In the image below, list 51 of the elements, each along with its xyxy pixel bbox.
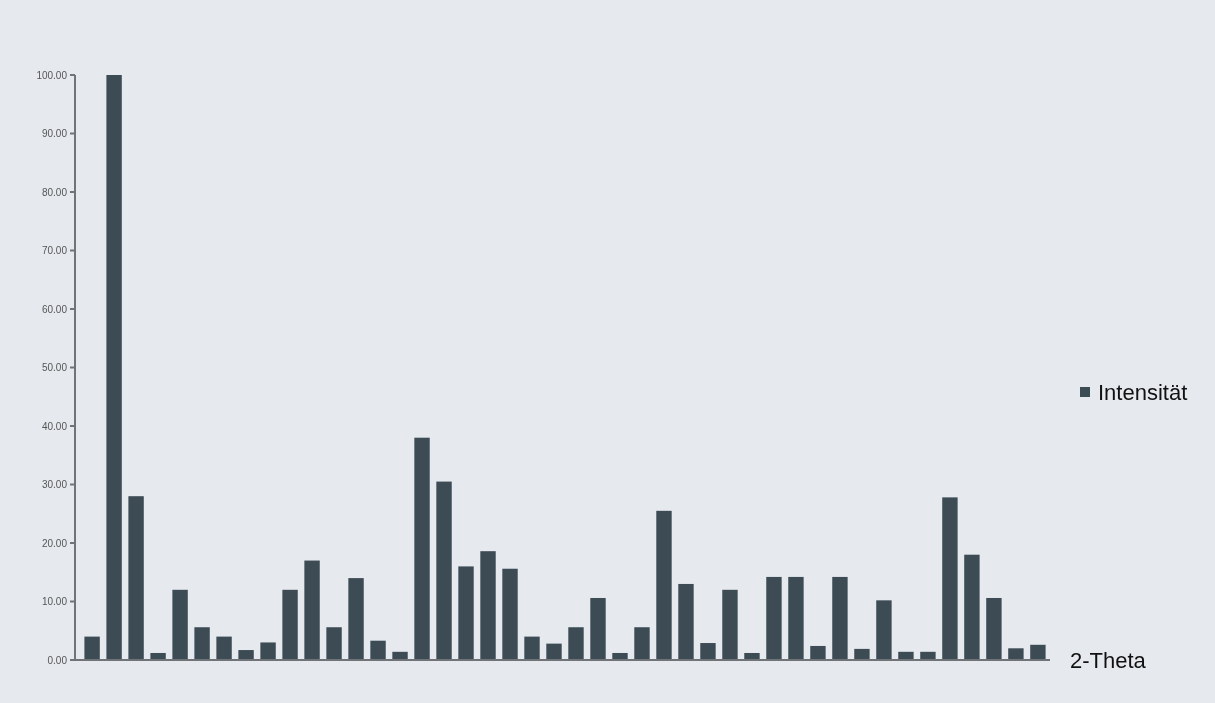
bar bbox=[722, 589, 738, 660]
bar bbox=[502, 568, 518, 660]
y-tick-label: 80.00 bbox=[41, 186, 68, 198]
bar bbox=[788, 576, 804, 660]
y-tick-label: 60.00 bbox=[41, 303, 68, 315]
bar bbox=[876, 600, 892, 660]
y-tick-label: 0.00 bbox=[47, 654, 68, 666]
bar bbox=[810, 645, 826, 660]
bar bbox=[370, 640, 386, 660]
bar bbox=[260, 642, 276, 660]
bar bbox=[656, 510, 672, 660]
bar bbox=[942, 497, 958, 660]
bar bbox=[304, 560, 320, 660]
bar bbox=[568, 627, 584, 660]
bar bbox=[678, 583, 694, 660]
bar bbox=[700, 643, 716, 660]
y-tick-label: 100.00 bbox=[36, 69, 68, 81]
bar bbox=[216, 636, 232, 660]
bar bbox=[634, 627, 650, 660]
bar bbox=[414, 437, 430, 660]
bar bbox=[480, 551, 496, 660]
bar bbox=[172, 589, 188, 660]
y-tick-label: 40.00 bbox=[41, 420, 68, 432]
bar bbox=[524, 636, 540, 660]
bar bbox=[964, 554, 980, 660]
bar bbox=[832, 576, 848, 660]
bar bbox=[546, 643, 562, 660]
bar bbox=[854, 648, 870, 660]
y-tick-label: 90.00 bbox=[41, 128, 68, 139]
y-tick-label: 50.00 bbox=[41, 362, 68, 373]
bar bbox=[282, 589, 298, 660]
x-axis-title: 2-Theta bbox=[1070, 647, 1147, 673]
y-tick-label: 30.00 bbox=[41, 479, 68, 490]
bar bbox=[128, 496, 144, 660]
bar bbox=[326, 627, 342, 660]
bar bbox=[1030, 644, 1046, 660]
y-tick-label: 10.00 bbox=[41, 596, 68, 607]
bar bbox=[194, 627, 210, 660]
y-tick-label: 70.00 bbox=[41, 245, 68, 256]
bar bbox=[458, 566, 474, 660]
bar bbox=[986, 597, 1002, 660]
bar bbox=[84, 636, 100, 660]
bar bbox=[348, 578, 364, 660]
bar bbox=[238, 650, 254, 660]
bar bbox=[766, 576, 782, 660]
legend-label: Intensität bbox=[1098, 379, 1188, 405]
bar bbox=[436, 481, 452, 660]
bar bbox=[106, 75, 122, 660]
bar bbox=[1008, 648, 1024, 660]
bar bbox=[590, 597, 606, 660]
y-tick-label: 20.00 bbox=[41, 537, 68, 549]
